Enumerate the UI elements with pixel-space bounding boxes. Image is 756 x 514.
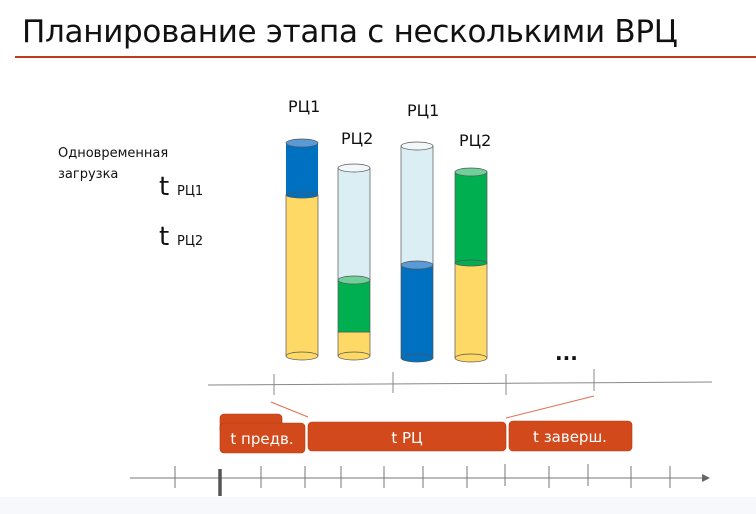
cylinder-layer-blue (400, 264, 434, 359)
cylinder-layer-yellow (285, 194, 319, 357)
cylinder-layer-green (337, 279, 371, 333)
cylinder-bottom (400, 353, 434, 363)
cylinder-layer-blue (286, 143, 318, 195)
upper-axis-line (207, 381, 713, 386)
slide-title: Планирование этапа с несколькими ВРЦ (22, 14, 678, 50)
legend-t-rc2: t РЦ2 (159, 222, 203, 252)
cylinder-layer-yellow (454, 262, 488, 359)
phase-label: t предв. (230, 430, 293, 448)
legend-t: t (159, 172, 169, 202)
cylinder-layer-green (454, 171, 488, 264)
phase-box (219, 422, 306, 454)
ellipsis: ... (555, 341, 578, 365)
cylinder-layer-empty (337, 167, 371, 281)
cylinder-label: РЦ1 (288, 97, 320, 116)
cylinder-top (454, 167, 488, 177)
cylinder-bottom (285, 351, 319, 361)
legend-t-rc1: t РЦ1 (159, 172, 203, 202)
phase-label: t заверш. (533, 428, 607, 446)
cylinder-top (285, 138, 319, 148)
phase-rc: t РЦ (307, 421, 507, 452)
phase-final: t заверш. (508, 420, 633, 452)
cylinder-rc1-b (400, 141, 434, 363)
phase-box (508, 420, 633, 452)
layer-edge (285, 191, 319, 199)
layer-edge (400, 260, 434, 270)
layer-edge (454, 259, 488, 267)
left-label-line1: Одновременная (58, 146, 168, 161)
connector-line (505, 395, 595, 419)
cylinder-rc2-b (454, 167, 488, 363)
legend-sub: РЦ1 (177, 184, 203, 199)
cylinder-label: РЦ2 (341, 129, 373, 148)
left-label-line2: загрузка (58, 167, 118, 182)
cylinder-bottom (337, 351, 371, 361)
cylinder-label: РЦ2 (459, 131, 491, 150)
cylinder-layer-empty (400, 145, 434, 266)
cylinder-bottom (454, 353, 488, 363)
cylinder-top (400, 141, 434, 151)
cylinder-rc2-a (337, 163, 371, 361)
layer-edge (337, 275, 371, 285)
footer-band (0, 497, 756, 514)
time-axis (130, 464, 710, 496)
cylinder-top (337, 163, 371, 173)
phase-box (307, 421, 507, 452)
legend-t: t (159, 222, 169, 252)
cylinder-label: РЦ1 (407, 101, 439, 120)
phase-pre: t предв. (219, 422, 306, 454)
arrow-head-icon (702, 474, 710, 482)
upper-axis (207, 369, 713, 395)
cylinder-rc1-a (285, 138, 319, 361)
connector-line (270, 401, 309, 418)
legend-sub: РЦ2 (177, 234, 203, 249)
phase-label: t РЦ (391, 429, 423, 447)
